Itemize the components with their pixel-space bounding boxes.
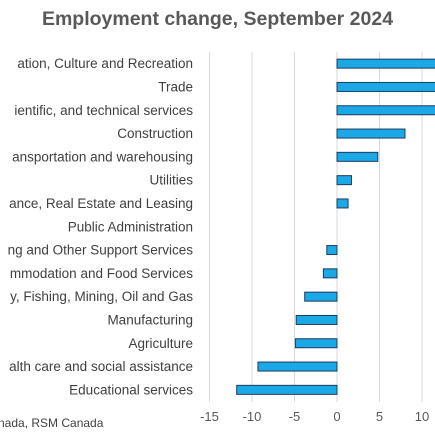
- bar: [326, 245, 338, 256]
- x-tick-label: 10: [415, 409, 429, 424]
- x-tick-label: -5: [289, 409, 301, 424]
- bars: [236, 58, 435, 395]
- x-tick-label: 0: [333, 409, 340, 424]
- category-label: mmodation and Food Services: [10, 266, 193, 281]
- category-label: Manufacturing: [107, 312, 193, 327]
- category-label: ientific, and technical services: [14, 103, 193, 118]
- category-label: Construction: [117, 126, 193, 141]
- bar: [304, 291, 338, 302]
- category-label: Trade: [158, 79, 193, 94]
- category-label: Educational services: [69, 382, 193, 397]
- bar: [336, 151, 379, 162]
- bar: [295, 314, 338, 325]
- category-label: ansportation and warehousing: [12, 149, 193, 164]
- category-label: Utilities: [149, 173, 193, 188]
- bar: [294, 338, 338, 349]
- x-tick-label: 5: [376, 409, 383, 424]
- x-tick-label: -10: [243, 409, 262, 424]
- chart-title: Employment change, September 2024: [41, 8, 394, 30]
- gridlines: [209, 52, 423, 402]
- x-tick-label: -15: [200, 409, 219, 424]
- category-label: Public Administration: [68, 219, 193, 234]
- bar: [336, 58, 435, 69]
- category-label: ation, Culture and Recreation: [17, 56, 193, 71]
- bar: [257, 361, 338, 372]
- bar: [336, 81, 435, 92]
- category-label: alth care and social assistance: [9, 359, 193, 374]
- bar: [336, 105, 435, 116]
- category-label: ng and Other Support Services: [8, 243, 194, 258]
- bar: [336, 198, 349, 209]
- bar: [336, 175, 352, 186]
- bar: [236, 384, 338, 395]
- category-label: y, Fishing, Mining, Oil and Gas: [10, 289, 193, 304]
- x-axis-ticks: -15 -10 -5 0 5 10: [200, 409, 429, 424]
- bar: [322, 268, 338, 279]
- bar: [336, 128, 406, 139]
- category-label: Agriculture: [128, 336, 193, 351]
- category-label: ance, Real Estate and Leasing: [9, 196, 193, 211]
- category-labels: ation, Culture and Recreation Trade ientif…: [8, 56, 194, 397]
- source-note: nada, RSM Canada: [0, 416, 104, 430]
